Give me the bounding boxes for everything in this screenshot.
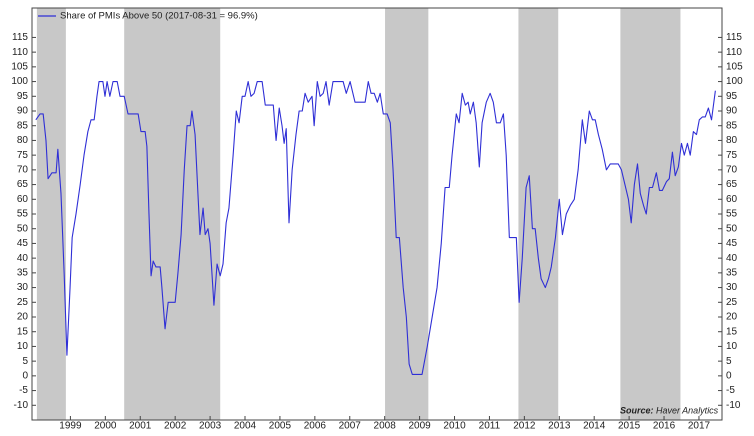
y-tick-label-left: -10: [14, 400, 29, 411]
recession-band: [124, 8, 221, 420]
y-tick-label-left: 75: [17, 150, 29, 161]
series-line: [35, 81, 716, 375]
x-tick-label: 2006: [304, 421, 327, 431]
x-tick-label: 1999: [59, 421, 82, 431]
y-tick-label-right: 60: [726, 194, 738, 205]
y-tick-label-left: 110: [12, 47, 28, 58]
x-tick-label: 2010: [443, 421, 466, 431]
x-tick-label: 2008: [374, 421, 397, 431]
y-tick-label-right: 20: [726, 312, 738, 323]
y-tick-label-right: -5: [726, 385, 735, 396]
y-tick-label-left: 5: [22, 356, 28, 367]
y-tick-label-right: 110: [726, 47, 742, 58]
y-tick-label-left: 90: [17, 106, 29, 117]
legend: Share of PMIs Above 50 (2017-08-31 = 96.…: [38, 11, 258, 22]
y-tick-label-right: 50: [726, 223, 738, 234]
y-tick-label-right: 85: [726, 120, 738, 131]
source: Haver Analytics: [656, 405, 719, 415]
y-tick-label-left: 85: [17, 120, 29, 131]
y-tick-label-right: 115: [726, 32, 742, 43]
y-tick-label-left: 40: [17, 253, 29, 264]
x-tick-label: 2017: [688, 421, 711, 431]
x-tick-label: 2003: [199, 421, 222, 431]
y-tick-label-right: 80: [726, 135, 738, 146]
y-tick-label-left: 45: [17, 238, 29, 249]
y-tick-label-left: 65: [17, 179, 29, 190]
y-tick-label-right: 75: [726, 150, 738, 161]
y-tick-label-left: 80: [17, 135, 29, 146]
x-tick-label: 2016: [653, 421, 676, 431]
recession-band: [620, 8, 681, 420]
y-tick-label-right: 15: [726, 326, 738, 337]
shading-layer: [36, 8, 681, 420]
y-tick-label-right: 105: [726, 61, 743, 72]
y-tick-label-right: 45: [726, 238, 738, 249]
y-tick-label-right: 90: [726, 106, 738, 117]
recession-band: [385, 8, 429, 420]
y-tick-label-left: 100: [11, 76, 28, 87]
x-tick-label: 2009: [408, 421, 431, 431]
y-tick-label-left: 0: [22, 370, 28, 381]
y-tick-label-left: 10: [17, 341, 29, 352]
y-tick-label-left: 70: [17, 164, 29, 175]
y-tick-label-right: 40: [726, 253, 738, 264]
x-tick-label: 2013: [548, 421, 571, 431]
x-tick-label: 2000: [94, 421, 117, 431]
y-tick-label-right: 95: [726, 91, 738, 102]
y-tick-label-left: 60: [17, 194, 29, 205]
y-tick-label-right: 30: [726, 282, 738, 293]
y-tick-label-right: 35: [726, 267, 738, 278]
y-tick-label-left: 95: [17, 91, 29, 102]
y-tick-label-right: 5: [726, 356, 732, 367]
x-tick-label: 2001: [129, 421, 152, 431]
y-tick-label-right: -10: [726, 400, 741, 411]
x-tick-label: 2014: [583, 421, 606, 431]
y-tick-label-right: 25: [726, 297, 738, 308]
x-tick-label: 2002: [164, 421, 187, 431]
y-tick-label-left: -5: [19, 385, 28, 396]
y-tick-label-right: 100: [726, 76, 743, 87]
y-tick-label-left: 50: [17, 223, 29, 234]
y-tick-label-right: 65: [726, 179, 738, 190]
x-tick-label: 2011: [479, 421, 501, 431]
x-tick-label: 2007: [339, 421, 362, 431]
y-tick-label-left: 105: [11, 61, 28, 72]
source-label: Source:: [620, 405, 654, 415]
x-tick-label: 2012: [513, 421, 536, 431]
y-tick-label-left: 30: [17, 282, 29, 293]
y-tick-label-left: 115: [12, 32, 28, 43]
y-tick-label-left: 55: [17, 209, 29, 220]
y-tick-label-left: 35: [17, 267, 29, 278]
x-tick-label: 2004: [234, 421, 257, 431]
line-layer: [35, 81, 716, 375]
x-tick-label: 2005: [269, 421, 292, 431]
recession-band: [36, 8, 66, 420]
legend-label: Share of PMIs Above 50 (2017-08-31 = 96.…: [60, 11, 258, 22]
y-tick-label-left: 25: [17, 297, 29, 308]
y-tick-label-right: 70: [726, 164, 738, 175]
y-tick-label-right: 0: [726, 370, 732, 381]
y-tick-label-left: 20: [17, 312, 29, 323]
y-tick-label-right: 55: [726, 209, 738, 220]
y-tick-label-right: 10: [726, 341, 738, 352]
y-tick-label-left: 15: [17, 326, 29, 337]
x-tick-label: 2015: [618, 421, 641, 431]
